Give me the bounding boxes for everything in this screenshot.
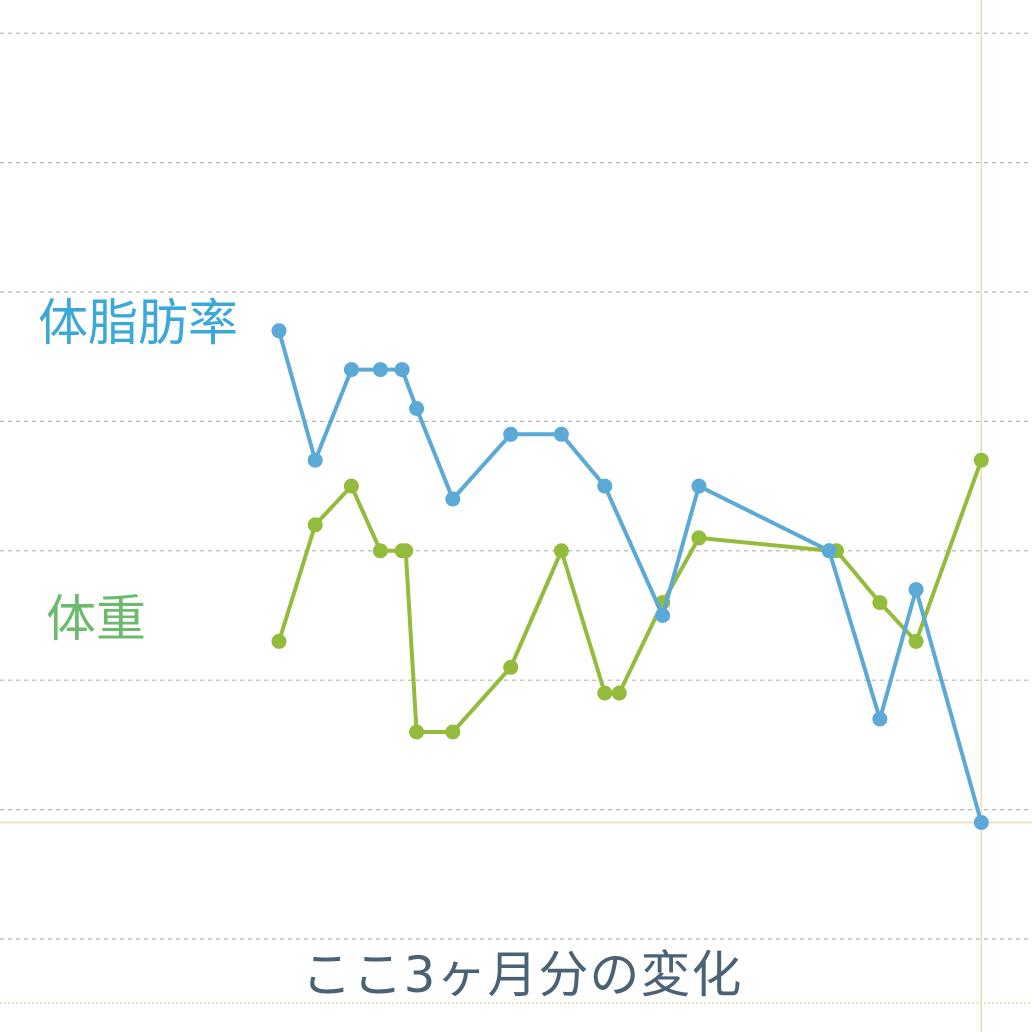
- data-point-weight: [691, 530, 707, 546]
- data-point-body-fat: [553, 426, 569, 442]
- data-point-weight: [445, 724, 461, 740]
- data-point-body-fat: [445, 491, 461, 507]
- data-point-body-fat: [503, 426, 519, 442]
- data-point-body-fat: [872, 711, 888, 727]
- data-point-body-fat: [343, 362, 359, 378]
- series-label-body-fat: 体脂肪率: [38, 294, 238, 352]
- data-point-body-fat: [908, 582, 924, 598]
- data-point-weight: [611, 685, 627, 701]
- data-point-body-fat: [307, 452, 323, 468]
- data-point-weight: [973, 452, 989, 468]
- series-label-weight: 体重: [46, 590, 146, 648]
- series-line-weight: [277, 458, 984, 734]
- data-point-weight: [597, 685, 613, 701]
- chart-caption: ここ3ヶ月分の変化: [301, 946, 743, 1004]
- data-point-body-fat: [691, 478, 707, 494]
- data-point-body-fat: [409, 401, 425, 416]
- data-point-weight: [271, 633, 287, 649]
- data-point-weight: [343, 478, 359, 494]
- data-point-weight: [372, 543, 388, 559]
- data-point-weight: [503, 659, 519, 675]
- data-point-weight: [872, 595, 888, 611]
- data-point-body-fat: [394, 362, 410, 378]
- data-point-body-fat: [655, 608, 671, 623]
- data-point-weight: [409, 724, 425, 740]
- data-point-body-fat: [372, 362, 388, 378]
- series-line-body-fat: [277, 328, 984, 825]
- data-point-body-fat: [271, 323, 287, 339]
- data-point-weight: [307, 517, 323, 533]
- data-point-body-fat: [973, 815, 989, 830]
- data-point-body-fat: [821, 543, 837, 559]
- data-point-weight: [908, 633, 924, 649]
- data-point-body-fat: [597, 478, 613, 494]
- data-point-weight: [553, 543, 569, 559]
- data-point-weight: [398, 543, 414, 559]
